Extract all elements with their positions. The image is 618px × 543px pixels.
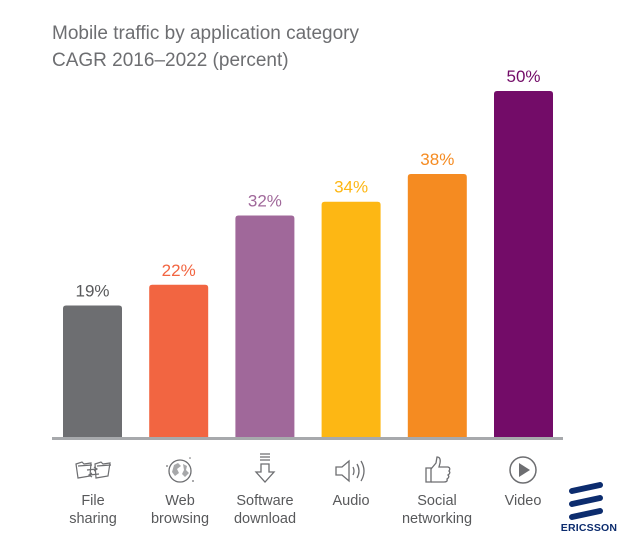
data-label-5: 50% [506,67,540,86]
file-sharing-icon [73,454,113,488]
category-label-video: Video [504,493,542,509]
chart-subtitle: CAGR 2016–2022 (percent) [52,50,289,71]
thumbs-up-icon [418,453,458,487]
ericsson-logo-text: ERICSSON [560,522,618,534]
chart-title: Mobile traffic by application category [52,23,359,44]
bar-3 [321,201,381,437]
chart-title-block: Mobile traffic by application category C… [52,20,359,74]
data-label-1: 22% [162,261,196,280]
category-label-social-networking: Social networking [401,493,473,527]
bar-5 [494,91,553,437]
download-arrow-icon [245,452,285,486]
category-label-audio: Audio [332,493,370,509]
play-icon [503,453,543,487]
bar-1 [149,284,209,437]
ericsson-logo: ERICSSON [560,482,618,540]
data-label-4: 38% [420,150,454,169]
category-label-web-browsing: Web browsing [150,493,210,527]
bar-4 [407,174,467,438]
data-label-2: 32% [248,192,282,211]
globe-icon [160,454,200,488]
speaker-icon [332,454,372,488]
bar-2 [235,215,295,437]
category-label-software-download: Software download [233,493,297,527]
category-label-file-sharing: File sharing [69,493,117,527]
bar-0 [63,305,122,437]
data-label-0: 19% [75,282,109,301]
data-label-3: 34% [334,178,368,197]
